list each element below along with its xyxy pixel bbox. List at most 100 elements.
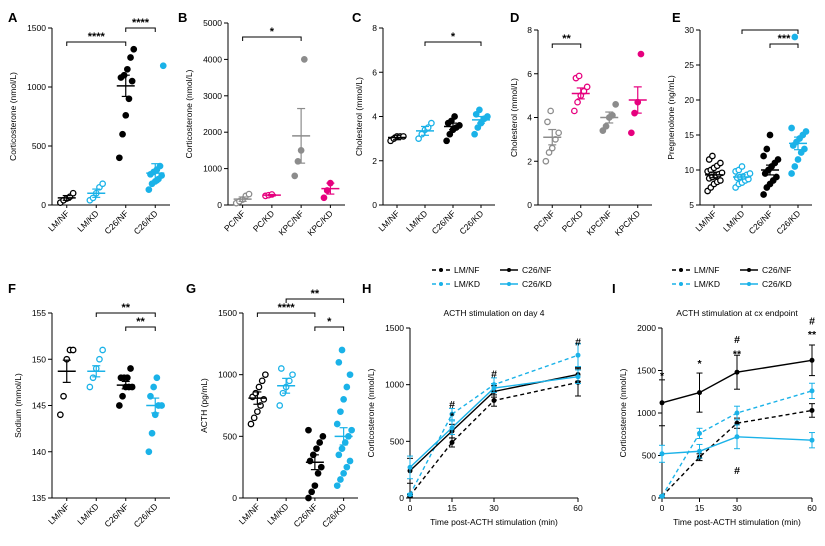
data-point [717, 177, 724, 184]
data-point [484, 113, 491, 120]
significance-label: **** [132, 17, 150, 29]
y-tick-label: 1500 [218, 308, 237, 318]
y-tick-label: 8 [372, 23, 377, 33]
significance-bracket [551, 43, 582, 48]
data-point [343, 383, 351, 391]
annotation-label: # [809, 315, 815, 327]
x-tick-label: KPC/KD [305, 208, 334, 237]
y-tick-label: 0 [232, 493, 237, 503]
data-point [400, 133, 407, 140]
data-point [801, 145, 808, 153]
data-point [337, 476, 344, 483]
y-axis-label: Cholesterol (mmol/L) [354, 77, 364, 156]
data-point [145, 448, 153, 456]
panel-letter-C: C [352, 10, 362, 25]
y-tick-label: 1000 [385, 380, 404, 390]
data-point [346, 457, 354, 465]
significance-label: ** [136, 316, 145, 328]
x-tick-label: LM/KD [404, 208, 429, 233]
data-point [472, 110, 480, 118]
significance-bracket [741, 29, 799, 34]
x-tick-label: KPC/NF [276, 208, 305, 237]
annotation-label: * [660, 370, 665, 382]
significance-bracket [95, 312, 156, 317]
data-point [159, 62, 167, 70]
significance-label: **** [278, 302, 296, 314]
x-tick-label: LM/KD [75, 208, 100, 233]
data-point [446, 130, 454, 138]
y-tick-label: 4 [372, 112, 377, 122]
data-point [89, 374, 97, 382]
data-point [346, 371, 354, 379]
data-point [69, 346, 77, 354]
annotation-label: ** [808, 329, 817, 341]
y-tick-label: 2 [372, 156, 377, 166]
y-tick-label: 140 [32, 447, 46, 457]
data-point [738, 163, 746, 170]
series-point [809, 357, 815, 363]
y-tick-label: 2000 [637, 323, 656, 333]
data-point [317, 463, 325, 471]
y-tick-label: 15 [685, 130, 695, 140]
significance-label: **** [88, 31, 106, 43]
data-point [548, 144, 556, 152]
data-point [127, 365, 134, 372]
legend-marker [439, 268, 443, 272]
annotation-label: ** [733, 349, 742, 361]
data-point [338, 346, 346, 354]
data-point [476, 106, 483, 114]
y-tick-label: 145 [32, 401, 46, 411]
x-tick-label: LM/NF [237, 501, 262, 526]
data-point [289, 371, 296, 379]
data-point [145, 186, 153, 194]
y-tick-label: 25 [685, 60, 695, 70]
significance-label: ** [311, 288, 320, 300]
data-point [335, 358, 343, 366]
y-tick-label: 1000 [218, 370, 237, 380]
data-point [709, 152, 716, 160]
data-point [340, 469, 347, 477]
data-point [773, 173, 780, 181]
data-point [456, 122, 463, 129]
y-axis-label: Pregnenolone (ng/mL) [666, 75, 676, 160]
x-tick-label: C26/NF [430, 208, 458, 236]
significance-label: ** [121, 302, 130, 314]
annotation-label: # [734, 465, 740, 477]
x-tick-label: C26/NF [747, 208, 775, 236]
x-tick-label: 60 [807, 503, 817, 513]
y-tick-label: 150 [32, 354, 46, 364]
data-point [119, 392, 126, 400]
series-point [809, 437, 815, 443]
legend-label: LM/KD [454, 279, 480, 289]
significance-bracket [125, 27, 156, 32]
series-point [697, 448, 702, 454]
significance-bracket [285, 298, 345, 303]
annotation-label: # [491, 368, 497, 380]
y-tick-label: 5 [689, 200, 694, 210]
data-point [56, 411, 64, 419]
y-tick-label: 0 [527, 200, 532, 210]
x-tick-label: C26/KD [774, 208, 802, 236]
y-tick-label: 5000 [203, 18, 222, 28]
data-point [314, 469, 322, 477]
significance-bracket [424, 41, 482, 46]
significance-bracket [242, 36, 302, 41]
data-point [575, 72, 583, 80]
x-tick-label: C26/KD [457, 208, 485, 236]
data-point [245, 190, 253, 198]
data-point [627, 129, 635, 137]
series-point [697, 390, 702, 396]
data-point [116, 154, 123, 162]
significance-label: * [451, 31, 456, 43]
annotation-label: # [449, 399, 455, 411]
x-axis-label: Time post-ACTH stimulation (min) [673, 517, 801, 527]
panel-letter-F: F [8, 281, 16, 296]
legend-label: C26/KD [522, 279, 552, 289]
x-tick-label: PC/KD [560, 208, 585, 233]
chart-title: ACTH stimulation on day 4 [443, 308, 544, 318]
series-line [409, 354, 579, 495]
data-point [802, 128, 810, 135]
y-tick-label: 6 [527, 69, 532, 79]
data-point [258, 377, 266, 385]
legend-marker [679, 268, 683, 272]
